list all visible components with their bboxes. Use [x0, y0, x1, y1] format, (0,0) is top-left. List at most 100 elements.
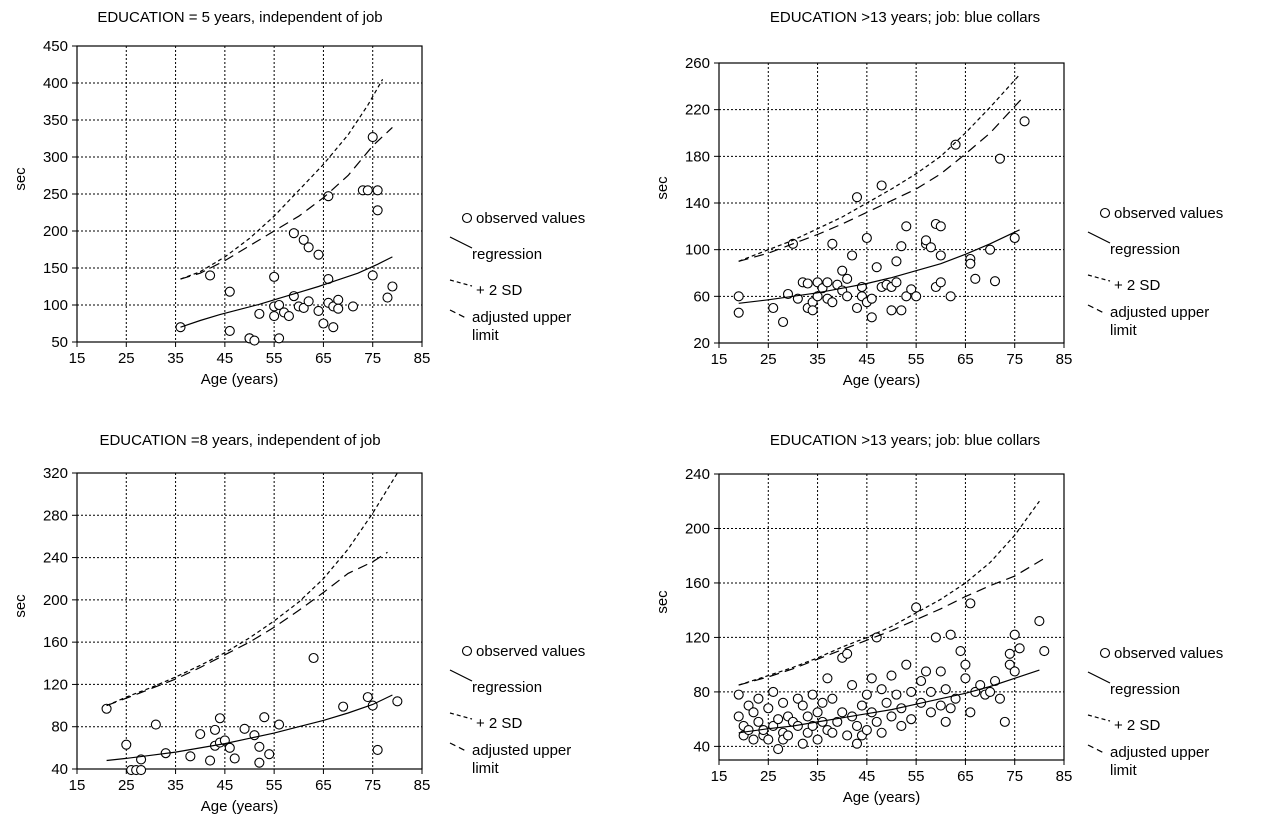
- data-point: [965, 707, 976, 718]
- data-point: [303, 242, 314, 253]
- x-tick-label: 25: [118, 350, 135, 367]
- data-point: [842, 291, 853, 302]
- data-point: [748, 734, 759, 745]
- plus-2sd-line: [738, 74, 1021, 262]
- data-point: [827, 297, 838, 308]
- data-point: [985, 686, 996, 697]
- data-point: [1009, 666, 1020, 677]
- data-point: [847, 680, 858, 691]
- data-point: [274, 299, 285, 311]
- y-tick-label: 200: [43, 592, 68, 609]
- x-tick-label: 35: [167, 777, 184, 794]
- legend-marker-adjusted: [1087, 744, 1105, 754]
- observed-points: [101, 652, 403, 776]
- legend-label-adjusted: adjusted upper: [1110, 744, 1209, 761]
- data-point: [911, 291, 922, 302]
- data-point: [185, 751, 196, 762]
- data-point: [224, 286, 235, 297]
- y-tick-label: 160: [685, 575, 710, 592]
- y-tick-label: 50: [51, 334, 68, 351]
- x-tick-label: 25: [760, 351, 777, 368]
- data-point: [950, 139, 961, 150]
- data-point: [1004, 659, 1015, 670]
- data-point: [940, 716, 951, 727]
- y-tick-label: 320: [43, 465, 68, 482]
- data-point: [101, 703, 112, 714]
- grid: [719, 63, 1064, 343]
- data-point: [367, 270, 378, 281]
- data-point: [274, 333, 285, 344]
- x-tick-label: 65: [315, 777, 332, 794]
- data-point: [920, 666, 932, 677]
- legend-label-adjusted-cont: limit: [472, 760, 499, 777]
- legend-label-plus-2sd: + 2 SD: [1114, 717, 1160, 734]
- data-point: [871, 716, 882, 727]
- data-point: [891, 277, 902, 288]
- legend-label-regression: regression: [472, 679, 542, 696]
- data-point: [136, 765, 147, 776]
- data-point: [283, 311, 294, 322]
- data-point: [264, 749, 275, 760]
- data-point: [802, 711, 813, 722]
- x-tick-label: 75: [364, 350, 381, 367]
- y-tick-label: 280: [43, 507, 68, 524]
- data-point: [802, 278, 813, 289]
- y-axis-label: sec: [654, 176, 671, 200]
- data-point: [817, 697, 828, 708]
- data-point: [362, 185, 373, 196]
- data-point: [367, 131, 378, 143]
- x-tick-label: 55: [266, 777, 283, 794]
- data-point: [856, 700, 867, 711]
- data-point: [150, 719, 161, 730]
- data-point: [896, 241, 907, 252]
- data-point: [842, 730, 853, 741]
- legend-label-adjusted: adjusted upper: [472, 742, 571, 759]
- y-tick-label: 220: [685, 102, 710, 119]
- y-tick-label: 160: [43, 634, 68, 651]
- data-point: [763, 734, 774, 745]
- legend-marker-adjusted: [449, 309, 467, 319]
- data-point: [797, 738, 808, 749]
- data-point: [906, 714, 917, 725]
- chart-title: EDUCATION =8 years, independent of job: [99, 432, 380, 449]
- data-point: [205, 755, 216, 766]
- data-point: [812, 707, 823, 718]
- data-point: [288, 228, 299, 239]
- x-tick-label: 65: [315, 350, 332, 367]
- y-tick-label: 450: [43, 38, 68, 55]
- legend-marker-plus-2sd: [449, 279, 473, 287]
- data-point: [318, 318, 329, 329]
- y-tick-label: 120: [685, 629, 710, 646]
- legend-marker-regression: [1087, 231, 1111, 244]
- data-point: [362, 692, 373, 703]
- data-point: [832, 716, 843, 727]
- data-point: [812, 734, 823, 745]
- data-point: [209, 724, 221, 735]
- data-point: [733, 307, 744, 318]
- legend-label-observed: observed values: [1114, 205, 1223, 222]
- data-point: [851, 738, 863, 749]
- data-point: [333, 294, 344, 305]
- data-point: [960, 659, 971, 670]
- data-point: [891, 689, 902, 700]
- data-point: [239, 723, 250, 734]
- data-point: [935, 277, 946, 288]
- plot-frame: [76, 472, 423, 770]
- legend: observed values regression + 2 SD adjusted …: [449, 210, 585, 344]
- data-point: [945, 291, 956, 302]
- data-point: [249, 335, 260, 346]
- data-point: [372, 205, 383, 216]
- y-tick-label: 180: [685, 148, 710, 165]
- data-point: [827, 727, 838, 738]
- chart-panel-1: EDUCATION = 5 years, independent of job 1…: [12, 9, 585, 388]
- data-point: [906, 284, 917, 295]
- data-point: [224, 742, 235, 753]
- legend: observed values regression + 2 SD adjusted …: [449, 643, 585, 777]
- data-point: [989, 276, 1001, 287]
- legend-label-adjusted-cont: limit: [1110, 762, 1137, 779]
- data-point: [121, 739, 132, 750]
- plus-2sd-line: [180, 79, 384, 280]
- y-tick-label: 40: [693, 738, 710, 755]
- data-point: [733, 711, 744, 722]
